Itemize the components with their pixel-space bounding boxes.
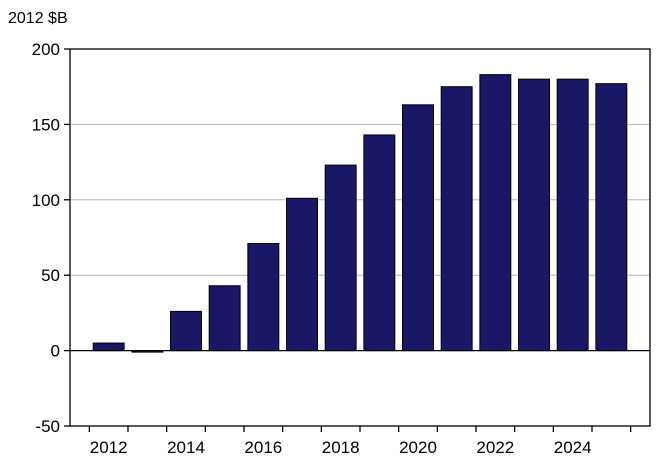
bar-2012 [92,342,125,352]
y-axis-ticks: -50 0 50 100 150 200 [32,40,70,436]
y-tick-label: 150 [32,115,60,134]
y-tick-label: 0 [51,342,60,361]
bar-2018 [324,164,357,352]
bar-2014 [170,310,202,352]
y-tick-label: 50 [41,266,60,285]
x-tick-label: 2016 [244,438,282,457]
y-tick-label: 100 [32,191,60,210]
bar-2015 [208,285,241,352]
x-tick-label: 2020 [399,438,437,457]
x-tick-label: 2012 [90,438,128,457]
bar-2024 [556,78,589,352]
bar-2025 [595,83,628,352]
y-tick-label: 200 [32,40,60,59]
bar-2017 [286,197,318,352]
y-unit-label: 2012 $B [8,10,68,27]
x-tick-label: 2024 [554,438,592,457]
y-tick-label: -50 [35,417,60,436]
x-tick-label: 2018 [322,438,360,457]
x-axis-ticks: 2012 2014 2016 2018 2020 2022 2024 [88,426,632,457]
bar-2023 [518,78,550,352]
bar-2020 [402,104,434,352]
bar-2022 [479,74,512,352]
bar-2021 [440,86,473,352]
bar-2016 [247,243,280,352]
bar-2019 [363,134,396,352]
x-tick-label: 2014 [167,438,205,457]
bars [92,74,628,353]
x-tick-label: 2022 [476,438,514,457]
